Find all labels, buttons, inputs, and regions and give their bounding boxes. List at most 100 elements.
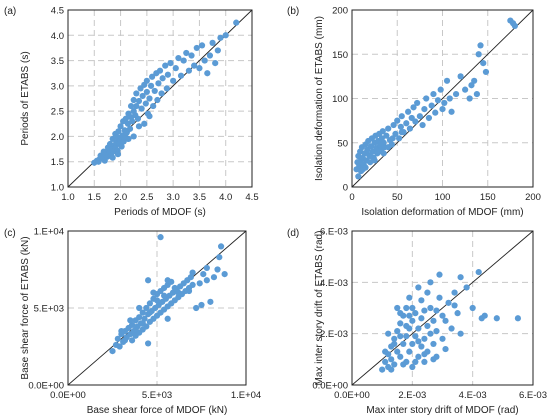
data-point (170, 77, 177, 84)
data-point (122, 115, 129, 122)
data-point (514, 315, 522, 322)
x-axis-title: Isolation deformation of MDOF (mm) (361, 207, 523, 218)
data-point (400, 361, 407, 368)
data-point (196, 280, 203, 287)
y-tick-label: 5.E+03 (34, 304, 64, 315)
x-tick-label: 2.0 (114, 192, 127, 203)
data-point (189, 281, 196, 288)
data-point (198, 42, 206, 49)
data-point (451, 302, 458, 309)
data-point (439, 312, 446, 319)
chart-panel: (d) 0.0E+00 2.E-03 4.E-03 6.E-03 0.0E+00 2.E-0… (287, 227, 547, 417)
y-tick-label: 150 (332, 50, 348, 61)
data-point (414, 99, 421, 107)
chart-panel: (a) 1.0 1.5 2.0 2.5 3.0 3.5 4.0 4.5 1.0 1.5 2.0 2.5 3… (4, 6, 259, 219)
panel-label: (c) (4, 228, 16, 239)
data-point (385, 144, 392, 151)
y-tick-label: 3.5 (51, 56, 64, 67)
data-point (424, 289, 431, 296)
x-tick-label: 1.5 (88, 192, 101, 203)
y-tick-label: 2.0 (51, 132, 64, 143)
data-point (403, 322, 410, 330)
data-point (452, 90, 460, 98)
reference-line (351, 9, 534, 188)
data-point (109, 348, 116, 355)
data-point (462, 86, 469, 93)
data-point (448, 108, 455, 115)
data-point (146, 113, 153, 120)
data-point (432, 109, 439, 116)
data-point (362, 164, 369, 171)
data-point (410, 104, 417, 111)
data-point (397, 333, 404, 340)
data-point (183, 49, 190, 57)
data-point (217, 34, 224, 41)
plot-frame (351, 230, 534, 386)
y-axis-title: Base shear force of ETABS (kN) (20, 236, 31, 379)
data-point (475, 268, 482, 276)
data-point (121, 337, 129, 344)
data-point (433, 328, 440, 335)
data-point (382, 348, 389, 355)
data-point (493, 315, 500, 322)
data-point (430, 356, 437, 363)
data-point (203, 264, 210, 272)
x-tick-label: 1.E+04 (231, 390, 261, 401)
data-point (437, 86, 444, 93)
data-point (446, 95, 453, 102)
data-point (135, 123, 143, 130)
data-point (421, 307, 428, 314)
data-point (412, 333, 419, 340)
data-point (198, 301, 205, 309)
data-point (428, 102, 435, 109)
y-tick-label: 4.E-03 (320, 278, 348, 289)
data-point (382, 358, 389, 365)
data-point (400, 340, 407, 348)
data-point (454, 310, 461, 317)
y-tick-label: 6.E-03 (320, 227, 348, 238)
data-point (394, 304, 401, 312)
data-point (191, 62, 198, 69)
data-point (391, 335, 398, 342)
data-point (164, 315, 171, 322)
data-point (159, 75, 166, 82)
y-tick-label: 1.5 (51, 157, 64, 168)
data-point (210, 274, 218, 281)
data-point (415, 284, 422, 291)
data-point (427, 304, 434, 312)
data-point (394, 117, 401, 124)
data-point (403, 304, 410, 312)
y-tick-label: 2.E-03 (320, 329, 348, 340)
data-point (136, 314, 143, 321)
data-point (141, 120, 148, 127)
data-point (398, 113, 405, 120)
data-point (418, 343, 425, 350)
data-point (481, 312, 488, 319)
data-point (203, 277, 210, 284)
data-point (442, 317, 449, 324)
data-point (421, 106, 428, 113)
data-point (154, 96, 161, 104)
data-point (367, 152, 374, 160)
data-point (209, 39, 216, 46)
data-point (149, 73, 156, 80)
data-point (371, 157, 378, 164)
data-point (222, 32, 229, 39)
data-point (418, 297, 425, 304)
data-point (147, 82, 155, 89)
y-tick-label: 100 (332, 94, 348, 105)
data-point (151, 87, 158, 95)
data-point (135, 97, 143, 105)
data-point (471, 77, 478, 84)
data-point (442, 345, 449, 353)
data-point (421, 335, 428, 342)
data-point (355, 173, 362, 180)
x-tick-label: 150 (480, 192, 496, 203)
y-tick-label: 0.0E+00 (312, 381, 348, 392)
data-point (475, 51, 482, 58)
data-point (395, 135, 403, 142)
data-point (164, 71, 171, 78)
data-point (139, 92, 146, 100)
data-point (116, 343, 123, 350)
x-tick-label: 1.0 (61, 192, 74, 203)
